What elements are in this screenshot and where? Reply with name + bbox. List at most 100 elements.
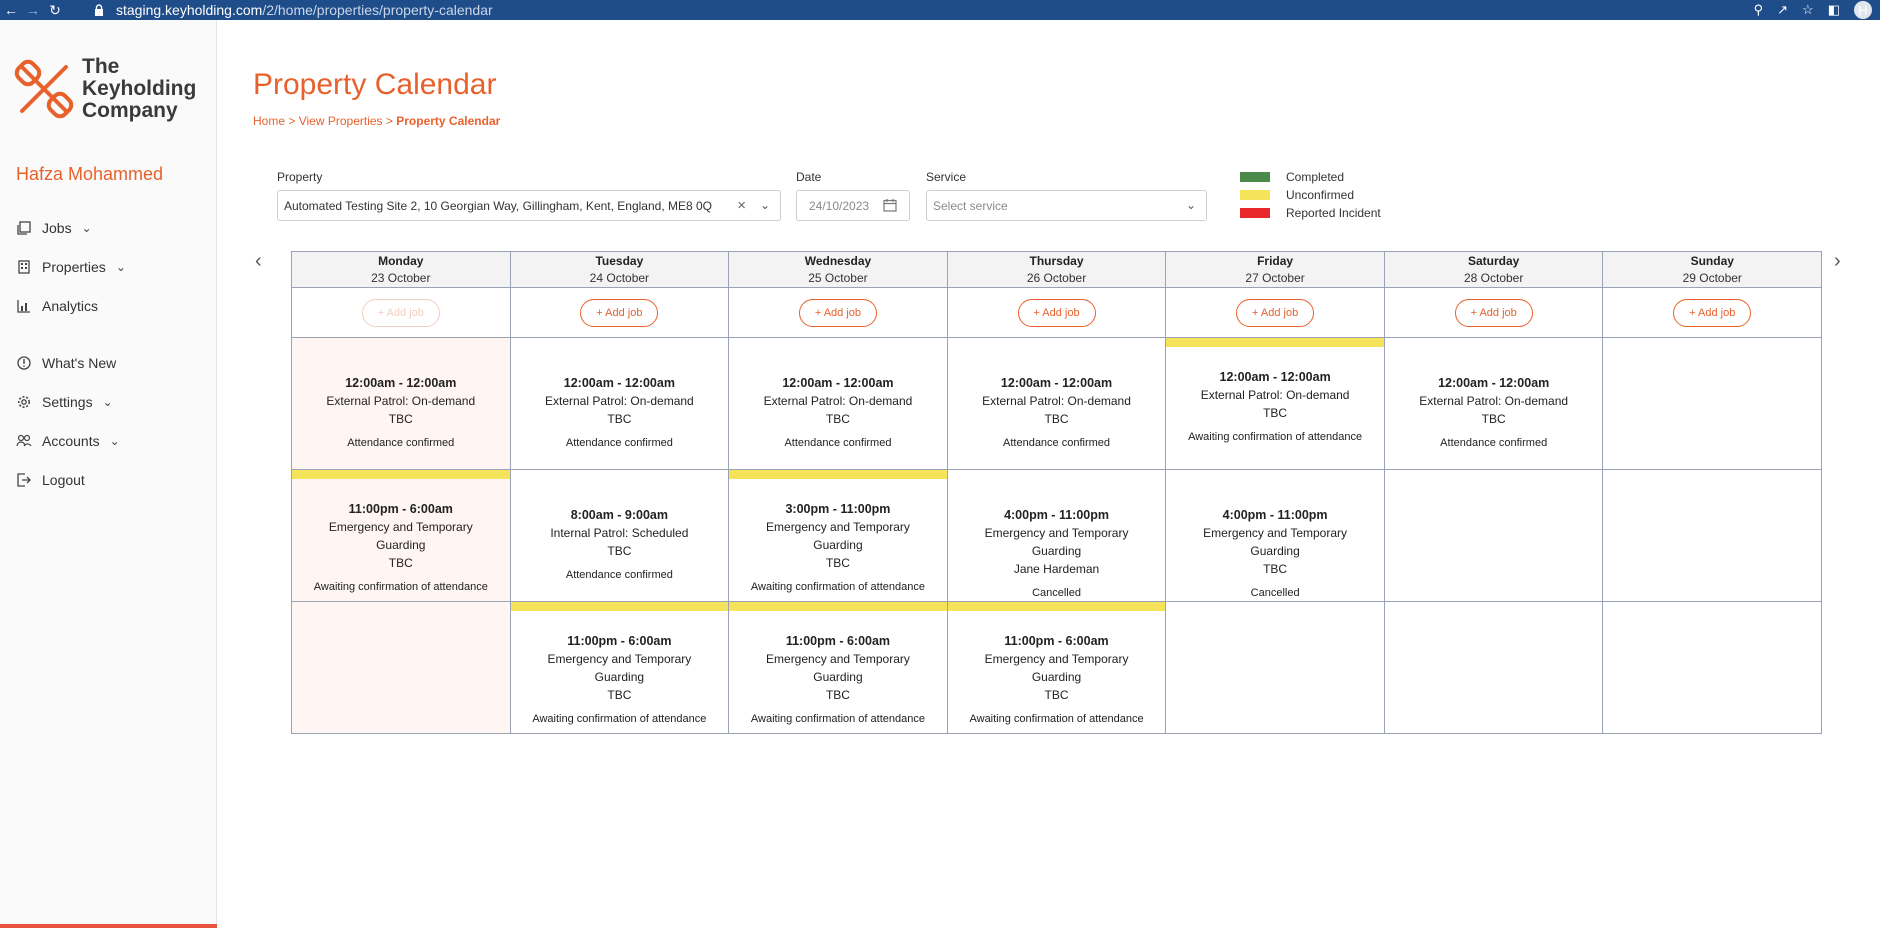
job-detail-line: TBC: [607, 688, 632, 702]
date-input[interactable]: 24/10/2023: [796, 190, 910, 221]
add-job-row: + Add job + Add job + Add job + Add job + Ad…: [292, 288, 1823, 338]
info-icon: [16, 355, 32, 371]
job-time: 8:00am - 9:00am: [570, 508, 668, 522]
sidebar-item-whats-new[interactable]: What's New: [16, 343, 126, 382]
job-status: Attendance confirmed: [347, 437, 455, 449]
add-job-cell: + Add job: [1384, 288, 1604, 338]
sidebar-item-jobs[interactable]: Jobs ⌄: [16, 208, 126, 247]
forward-arrow-icon[interactable]: →: [26, 2, 40, 18]
job-card[interactable]: 12:00am - 12:00am External Patrol: On-dem…: [1166, 338, 1385, 470]
profile-avatar[interactable]: H: [1854, 1, 1872, 19]
clear-icon[interactable]: ×: [737, 197, 746, 214]
next-week-chevron-right-icon[interactable]: ›: [1834, 250, 1841, 272]
breadcrumb-home[interactable]: Home: [253, 114, 286, 128]
sidebar-item-label: Settings: [42, 393, 93, 410]
back-arrow-icon[interactable]: ←: [4, 2, 18, 18]
job-card[interactable]: 3:00pm - 11:00pm Emergency and Temporary G…: [729, 470, 948, 602]
job-detail-line: Emergency and Temporary: [1203, 526, 1348, 540]
service-label: Service: [926, 170, 967, 184]
job-time: 12:00am - 12:00am: [1219, 370, 1331, 384]
add-job-button[interactable]: + Add job: [1673, 298, 1752, 327]
job-card[interactable]: 12:00am - 12:00am External Patrol: On-dem…: [729, 338, 948, 470]
chevron-down-icon: ⌄: [102, 394, 113, 409]
day-header: Monday 23 October: [292, 252, 511, 288]
chevron-down-icon[interactable]: ⌄: [759, 198, 770, 212]
sidepanel-icon[interactable]: ◧: [1827, 2, 1840, 17]
calendar-slot-row: 11:00pm - 6:00am Emergency and Temporary G…: [292, 470, 1823, 602]
property-select[interactable]: Automated Testing Site 2, 10 Georgian Wa…: [277, 190, 781, 221]
job-detail-line: External Patrol: On-demand: [544, 394, 694, 408]
job-card[interactable]: 12:00am - 12:00am External Patrol: On-dem…: [1384, 338, 1604, 470]
service-select[interactable]: Select service ⌄: [926, 190, 1207, 221]
job-status: Awaiting confirmation of attendance: [532, 713, 707, 725]
job-detail-line: Emergency and Temporary: [547, 652, 692, 666]
job-card[interactable]: 12:00am - 12:00am External Patrol: On-dem…: [510, 338, 730, 470]
job-time: 4:00pm - 11:00pm: [1004, 508, 1109, 522]
calendar-icon[interactable]: [883, 198, 897, 215]
job-card[interactable]: 11:00pm - 6:00am Emergency and Temporary G…: [510, 602, 730, 734]
star-icon[interactable]: ☆: [1802, 2, 1814, 17]
day-date: 28 October: [1463, 271, 1524, 285]
analytics-icon: [16, 298, 32, 314]
job-detail-line: TBC: [1481, 412, 1506, 426]
job-card[interactable]: 4:00pm - 11:00pm Emergency and Temporary G…: [1166, 470, 1385, 602]
gear-icon: [16, 394, 32, 410]
job-card[interactable]: 8:00am - 9:00am Internal Patrol: Schedule…: [510, 470, 730, 602]
job-card[interactable]: 12:00am - 12:00am External Patrol: On-dem…: [292, 338, 511, 470]
properties-icon: [16, 259, 32, 275]
day-header: Saturday 28 October: [1384, 252, 1604, 288]
empty-slot: [1603, 602, 1823, 734]
company-logo[interactable]: The Keyholding Company: [14, 56, 196, 122]
job-card[interactable]: 12:00am - 12:00am External Patrol: On-dem…: [947, 338, 1167, 470]
reload-icon[interactable]: ↻: [49, 1, 61, 18]
job-detail-line: Emergency and Temporary: [766, 652, 910, 666]
share-icon[interactable]: ↗: [1777, 2, 1789, 17]
sidebar-item-label: Accounts: [42, 432, 100, 449]
job-card[interactable]: 11:00pm - 6:00am Emergency and Temporary G…: [947, 602, 1167, 734]
job-detail-line: Emergency and Temporary: [328, 520, 473, 534]
users-icon: [16, 433, 32, 449]
job-status: Cancelled: [1032, 587, 1081, 599]
day-header: Thursday 26 October: [947, 252, 1167, 288]
sidebar-item-logout[interactable]: Logout: [16, 460, 126, 499]
job-detail-line: TBC: [825, 688, 850, 702]
add-job-button[interactable]: + Add job: [580, 298, 659, 327]
job-status: Attendance confirmed: [1440, 437, 1548, 449]
url-host: staging.keyholding.com: [116, 2, 263, 18]
sidebar-item-accounts[interactable]: Accounts ⌄: [16, 421, 126, 460]
add-job-button[interactable]: + Add job: [798, 298, 877, 327]
add-job-cell: + Add job: [1166, 288, 1385, 338]
sidebar-item-properties[interactable]: Properties ⌄: [16, 247, 126, 286]
logo-mark-icon: [14, 59, 74, 119]
job-detail-line: Internal Patrol: Scheduled: [550, 526, 689, 540]
breadcrumb: Home > View Properties > Property Calend…: [253, 114, 500, 128]
job-time: 11:00pm - 6:00am: [1004, 634, 1109, 648]
browser-toolbar: ← → ↻ staging.keyholding.com/2/home/prop…: [0, 0, 1880, 20]
job-detail-line: External Patrol: On-demand: [763, 394, 913, 408]
job-detail-line: Guarding: [1031, 544, 1082, 558]
sidebar-item-analytics[interactable]: Analytics: [16, 286, 126, 325]
day-header: Tuesday 24 October: [510, 252, 730, 288]
job-card[interactable]: 11:00pm - 6:00am Emergency and Temporary G…: [292, 470, 511, 602]
add-job-button[interactable]: + Add job: [1017, 298, 1096, 327]
job-detail-line: External Patrol: On-demand: [1419, 394, 1569, 408]
zoom-icon[interactable]: ⚲: [1753, 2, 1764, 17]
logout-icon: [16, 472, 32, 488]
empty-slot: [1384, 602, 1604, 734]
sidebar-item-label: Jobs: [42, 219, 72, 236]
sidebar-item-settings[interactable]: Settings ⌄: [16, 382, 126, 421]
add-job-button[interactable]: + Add job: [1454, 298, 1533, 327]
job-status: Cancelled: [1250, 587, 1300, 599]
add-job-button[interactable]: + Add job: [1236, 298, 1315, 327]
breadcrumb-separator: >: [385, 114, 393, 128]
address-bar[interactable]: staging.keyholding.com/2/home/properties…: [94, 2, 493, 18]
job-card[interactable]: 4:00pm - 11:00pm Emergency and Temporary G…: [947, 470, 1167, 602]
empty-slot: [1603, 338, 1823, 470]
previous-week-chevron-left-icon[interactable]: ‹: [255, 250, 262, 272]
breadcrumb-view-properties[interactable]: View Properties: [298, 114, 383, 128]
job-card[interactable]: 11:00pm - 6:00am Emergency and Temporary G…: [729, 602, 948, 734]
day-name: Thursday: [1029, 254, 1084, 268]
job-detail-line: Emergency and Temporary: [984, 526, 1129, 540]
chevron-down-icon[interactable]: ⌄: [1185, 198, 1196, 212]
job-detail-line: TBC: [825, 556, 850, 570]
